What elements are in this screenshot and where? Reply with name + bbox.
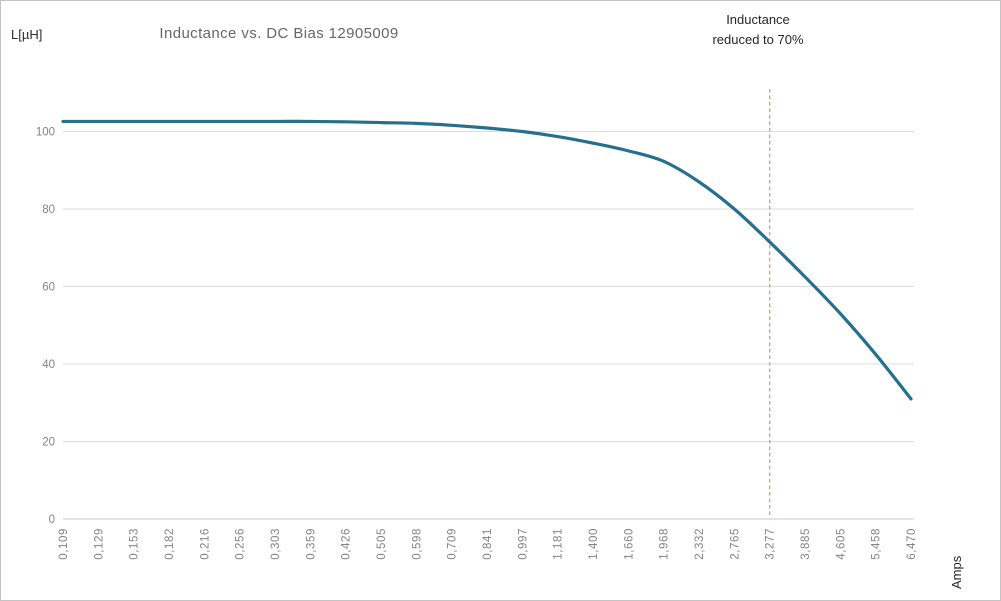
x-tick-label: 5,458	[871, 528, 883, 560]
marker-annotation: Inductance reduced to 70%	[673, 10, 843, 50]
x-tick-label: 3,277	[765, 528, 777, 560]
y-tick-label: 40	[42, 359, 55, 371]
inductance-curve	[61, 119, 913, 401]
y-tick-label: 60	[42, 282, 55, 294]
x-tick-label: 0,109	[58, 528, 70, 560]
x-tick-label: 1,968	[659, 528, 671, 560]
x-tick-label: 0,256	[235, 528, 247, 560]
x-axis-unit-label: Amps	[949, 555, 964, 589]
x-tick-label: 0,216	[199, 528, 211, 560]
x-tick-label: 0,303	[270, 528, 282, 560]
x-tick-label: 0,182	[164, 528, 176, 560]
chart-title: Inductance vs. DC Bias 12905009	[159, 25, 399, 42]
y-tick-label: 0	[49, 514, 55, 526]
y-tick-label: 80	[42, 204, 55, 216]
x-tick-label: 6,470	[906, 528, 918, 560]
x-tick-label: 1,400	[588, 528, 600, 560]
x-tick-label: 0,709	[447, 528, 459, 560]
x-tick-label: 0,129	[93, 528, 105, 560]
y-tick-label: 20	[42, 437, 55, 449]
x-tick-label: 0,359	[305, 528, 317, 560]
x-tick-label: 1,660	[623, 528, 635, 560]
x-tick-label: 2,765	[729, 528, 741, 560]
x-tick-label: 0,505	[376, 528, 388, 560]
x-tick-label: 0,153	[129, 528, 141, 560]
x-tick-label: 0,426	[341, 528, 353, 560]
marker-annotation-line2: reduced to 70%	[712, 32, 804, 47]
x-tick-label: 2,332	[694, 528, 706, 560]
x-tick-label: 1,181	[553, 528, 565, 560]
marker-annotation-line1: Inductance	[726, 12, 790, 27]
x-tick-label: 0,841	[482, 528, 494, 560]
x-tick-label: 4,605	[835, 528, 847, 560]
x-tick-label: 3,885	[800, 528, 812, 560]
y-tick-label: 100	[36, 127, 55, 139]
x-tick-label: 0,997	[517, 528, 529, 560]
x-tick-label: 0,598	[411, 528, 423, 560]
y-axis-unit-label: L[µH]	[11, 27, 43, 42]
